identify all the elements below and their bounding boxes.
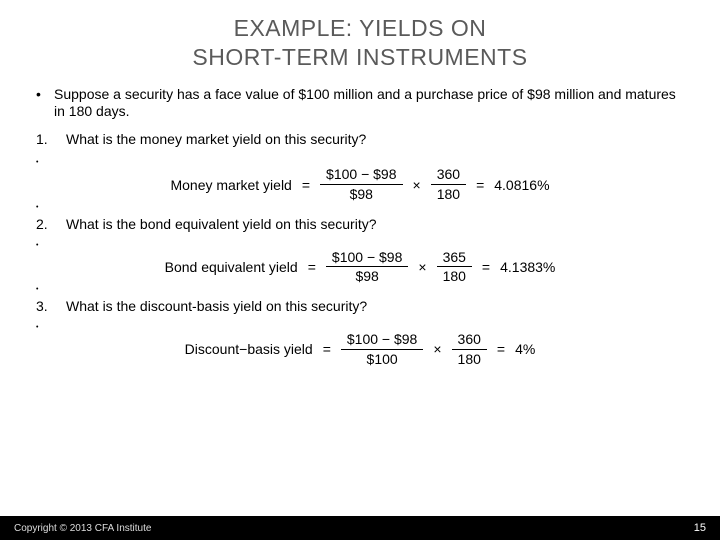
question-2: 2. What is the bond equivalent yield on … — [36, 216, 684, 232]
eq: = — [300, 177, 312, 193]
f3-frac1: $100 − $98 $100 — [341, 332, 423, 366]
copyright: Copyright © 2013 CFA Institute — [14, 523, 151, 534]
f2-result: 4.1383% — [500, 259, 555, 275]
eq: = — [306, 259, 318, 275]
tiny-bullet-4: • — [36, 284, 684, 294]
formula-1: Money market yield = $100 − $98 $98 × 36… — [36, 167, 684, 201]
page-number: 15 — [694, 522, 706, 534]
f3-frac1-top: $100 − $98 — [341, 332, 423, 349]
intro-text: Suppose a security has a face value of $… — [54, 86, 684, 122]
f1-frac1-top: $100 − $98 — [320, 167, 402, 184]
eq: = — [480, 259, 492, 275]
f2-frac2: 365 180 — [437, 250, 472, 284]
intro-bullet: • Suppose a security has a face value of… — [36, 86, 684, 122]
f1-frac2-top: 360 — [431, 167, 466, 184]
f3-label: Discount−basis yield — [185, 341, 313, 357]
f1-frac1: $100 − $98 $98 — [320, 167, 402, 201]
f2-frac2-top: 365 — [437, 250, 472, 267]
f2-label: Bond equivalent yield — [165, 259, 298, 275]
f3-frac2-top: 360 — [452, 332, 487, 349]
question-1: 1. What is the money market yield on thi… — [36, 131, 684, 147]
f1-frac2-bot: 180 — [431, 185, 466, 202]
title-line-1: EXAMPLE: YIELDS ON — [0, 14, 720, 43]
formula-3: Discount−basis yield = $100 − $98 $100 ×… — [36, 332, 684, 366]
formula-2: Bond equivalent yield = $100 − $98 $98 ×… — [36, 250, 684, 284]
f3-frac2: 360 180 — [452, 332, 487, 366]
f2-frac1-top: $100 − $98 — [326, 250, 408, 267]
bullet-mark: • — [36, 86, 46, 122]
q3-text: What is the discount-basis yield on this… — [66, 298, 367, 314]
q3-num: 3. — [36, 298, 58, 314]
f2-frac1-bot: $98 — [349, 267, 384, 284]
times: × — [431, 341, 443, 357]
f2-frac2-bot: 180 — [437, 267, 472, 284]
title-line-2: SHORT-TERM INSTRUMENTS — [0, 43, 720, 72]
question-3: 3. What is the discount-basis yield on t… — [36, 298, 684, 314]
slide-title: EXAMPLE: YIELDS ON SHORT-TERM INSTRUMENT… — [0, 0, 720, 72]
q2-num: 2. — [36, 216, 58, 232]
eq: = — [474, 177, 486, 193]
eq: = — [495, 341, 507, 357]
f1-label: Money market yield — [170, 177, 291, 193]
f3-result: 4% — [515, 341, 535, 357]
f2-frac1: $100 − $98 $98 — [326, 250, 408, 284]
q2-text: What is the bond equivalent yield on thi… — [66, 216, 377, 232]
times: × — [416, 259, 428, 275]
f1-frac1-bot: $98 — [344, 185, 379, 202]
eq: = — [321, 341, 333, 357]
f1-frac2: 360 180 — [431, 167, 466, 201]
tiny-bullet-2: • — [36, 202, 684, 212]
f3-frac1-bot: $100 — [361, 350, 404, 367]
f3-frac2-bot: 180 — [452, 350, 487, 367]
q1-num: 1. — [36, 131, 58, 147]
content: • Suppose a security has a face value of… — [0, 72, 720, 367]
f1-result: 4.0816% — [494, 177, 549, 193]
times: × — [411, 177, 423, 193]
footer: Copyright © 2013 CFA Institute 15 — [0, 516, 720, 540]
q1-text: What is the money market yield on this s… — [66, 131, 366, 147]
slide: EXAMPLE: YIELDS ON SHORT-TERM INSTRUMENT… — [0, 0, 720, 540]
